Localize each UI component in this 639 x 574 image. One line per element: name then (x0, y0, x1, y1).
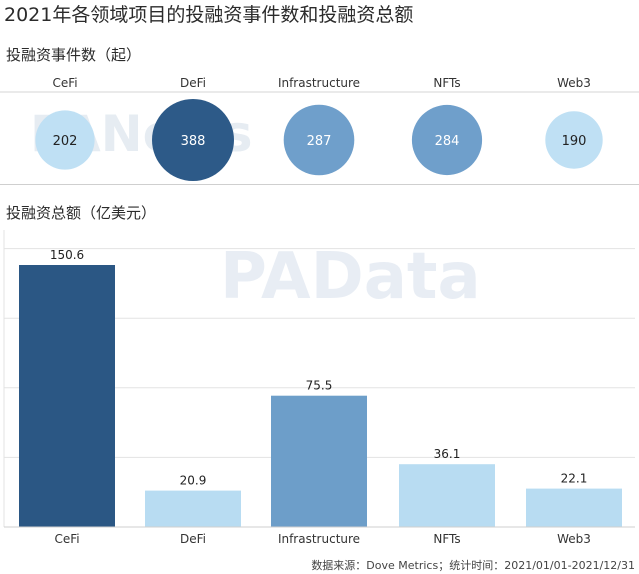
bubble-infrastructure (283, 104, 355, 176)
bar-infrastructure (271, 395, 367, 527)
bar-category-label: CeFi (54, 532, 79, 546)
bubble-value-label: 284 (435, 134, 460, 149)
bar-category-label: DeFi (180, 532, 206, 546)
bar-value-label: 22.1 (561, 472, 588, 486)
bar-category-label: Web3 (557, 532, 591, 546)
bar-category-label: Infrastructure (278, 532, 360, 546)
bubble-nfts (411, 104, 483, 176)
bubble-cefi (35, 110, 95, 170)
events-bubble-chart: CeFi DeFi Infrastructure NFTs Web3 202 388 287 2… (0, 76, 639, 181)
bubble-value-label: 287 (307, 134, 332, 149)
bar-value-label: 150.6 (50, 248, 84, 262)
bar-cefi (19, 265, 115, 527)
bubble-value-label: 388 (181, 134, 206, 149)
bar-value-label: 20.9 (180, 474, 207, 488)
funding-chart-title: 投融资总额（亿美元） (6, 204, 157, 222)
bar-defi (145, 490, 241, 527)
page-title: 2021年各领域项目的投融资事件数和投融资总额 (4, 4, 414, 26)
bubble-value-label: 190 (562, 134, 587, 149)
bar-category-label: NFTs (433, 532, 460, 546)
events-chart-title: 投融资事件数（起） (6, 46, 142, 64)
bar-web3 (526, 488, 622, 527)
bubble-value-label: 202 (53, 134, 78, 149)
bubble-defi (152, 99, 234, 181)
bubble-category-label: Web3 (557, 76, 591, 90)
bar-nfts (399, 464, 495, 527)
bar-value-label: 36.1 (434, 447, 461, 461)
bubble-category-label: CeFi (52, 76, 77, 90)
bubble-category-label: NFTs (433, 76, 460, 90)
bubble-web3 (545, 111, 603, 169)
section-divider (0, 184, 639, 185)
funding-bar-chart: 150.6 CeFi 20.9 DeFi 75.5 Infrastructure 36.1 N… (3, 230, 635, 546)
bar-value-label: 75.5 (306, 379, 333, 393)
bubble-category-label: DeFi (180, 76, 206, 90)
bubble-category-label: Infrastructure (278, 76, 360, 90)
data-source-note: 数据来源：Dove Metrics；统计时间：2021/01/01-2021/1… (311, 559, 635, 572)
